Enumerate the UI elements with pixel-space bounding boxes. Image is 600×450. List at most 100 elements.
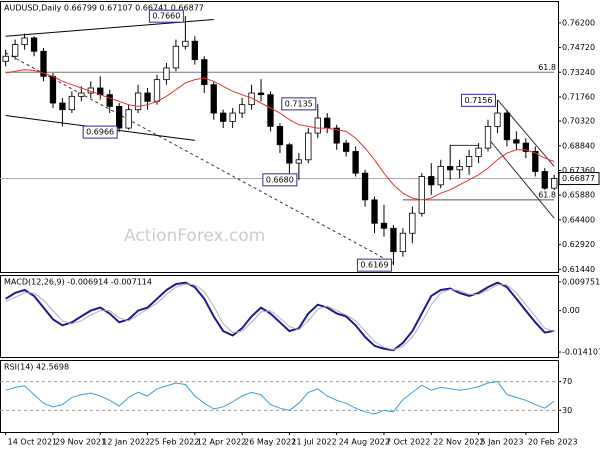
- y-tick-label: 0.76200: [562, 18, 595, 27]
- y-tick-label: 70: [562, 377, 572, 386]
- x-tick-label: 25 Feb 2022: [150, 438, 200, 447]
- candle-body: [229, 112, 236, 122]
- annotation-label: 0.7135: [285, 99, 313, 108]
- y-tick-label: 0.64400: [562, 215, 595, 224]
- annotation-label: 0.6169: [360, 261, 388, 270]
- x-tick-label: 11 Jul 2022: [291, 438, 336, 447]
- y-tick-label: 0.62920: [562, 240, 595, 249]
- candle-body: [380, 222, 388, 229]
- y-tick-label: 0.68840: [562, 141, 595, 150]
- candle-body: [68, 95, 76, 111]
- candle-body: [428, 176, 435, 186]
- candle-body: [409, 212, 416, 234]
- y-tick-label: 0.71760: [562, 93, 595, 102]
- moving-average: [5, 69, 555, 201]
- candle-body: [49, 75, 57, 104]
- panel-title: AUDUSD,Daily 0.66799 0.67107 0.66741 0.6…: [4, 4, 204, 13]
- candle-body: [201, 59, 208, 86]
- candle-body: [418, 176, 425, 214]
- panel-title: MACD(12,26,9) -0.006914 -0.007114: [4, 278, 152, 287]
- candle-body: [399, 232, 407, 253]
- panel-frame: [0, 275, 559, 358]
- candle-body: [352, 151, 359, 174]
- candle-body: [361, 172, 369, 201]
- candle-body: [21, 37, 28, 45]
- annotation-box: [148, 9, 184, 23]
- candle-body: [465, 156, 473, 167]
- y-tick-label: 0.74720: [562, 43, 595, 52]
- x-tick-label: 14 Oct 2021: [8, 438, 57, 447]
- x-tick-label: 26 May 2022: [244, 438, 296, 447]
- candle-body: [125, 109, 132, 129]
- candle-body: [220, 112, 227, 122]
- x-tick-label: 22 Nov 2022: [433, 438, 484, 447]
- annotation-box: [460, 93, 496, 107]
- y-tick-label: -0.014107: [562, 348, 600, 357]
- level-label: 61.8: [538, 190, 556, 199]
- candle-body: [437, 166, 444, 186]
- watermark: ActionForex.com: [124, 226, 265, 246]
- y-tick-label: 0.009751: [562, 277, 600, 286]
- candle-body: [2, 55, 9, 62]
- candle-body: [30, 37, 38, 52]
- candle-body: [116, 105, 123, 129]
- annotation-label: 0.6966: [86, 128, 114, 137]
- candle-body: [314, 117, 321, 134]
- annotation-label: 0.7156: [464, 96, 492, 105]
- annotation-box: [262, 173, 298, 187]
- candle-body: [484, 125, 492, 149]
- candle-body: [163, 67, 170, 81]
- candle-body: [551, 178, 558, 189]
- candle-body: [456, 166, 463, 171]
- indicator-line: [5, 281, 555, 352]
- candle-body: [191, 40, 198, 61]
- y-tick-label: 30: [562, 406, 572, 415]
- y-tick-label: 0.67360: [562, 166, 595, 175]
- candle-body: [134, 92, 142, 111]
- annotation-label: 0.7660: [152, 12, 180, 21]
- x-tick-label: 29 Nov 2021: [55, 438, 106, 447]
- candle-body: [390, 227, 397, 253]
- trendline: [487, 137, 555, 219]
- panel-frame: [0, 1, 559, 273]
- candle-body: [182, 40, 189, 47]
- annotation-box: [281, 97, 317, 111]
- candle-body: [276, 125, 284, 146]
- candle-body: [106, 94, 113, 107]
- bid-box: [558, 172, 600, 186]
- candle-body: [172, 45, 180, 69]
- candle-body: [475, 147, 482, 157]
- candle-body: [257, 92, 265, 96]
- annotation-box: [356, 258, 392, 272]
- candle-body: [78, 92, 85, 97]
- annotation-label: 0.6680: [266, 175, 294, 184]
- candle-body: [248, 92, 255, 106]
- indicator-line: [5, 283, 555, 351]
- trendline: [5, 52, 394, 264]
- candle-body: [210, 84, 217, 114]
- candle-body: [153, 79, 161, 102]
- x-tick-label: 12 Jan 2022: [102, 438, 150, 447]
- candle-body: [286, 144, 293, 164]
- candle-body: [11, 44, 19, 57]
- candle-body: [447, 166, 454, 171]
- candle-body: [238, 104, 246, 114]
- bid-label: 0.66877: [562, 174, 595, 183]
- candle-body: [541, 171, 548, 189]
- candle-body: [40, 50, 47, 77]
- indicator-line: [5, 381, 555, 415]
- y-tick-label: 0.61440: [562, 265, 595, 274]
- candle-body: [295, 159, 303, 164]
- y-tick-label: 0.73240: [562, 68, 595, 77]
- candle-body: [333, 127, 340, 144]
- candle-body: [324, 117, 331, 129]
- candle-body: [503, 112, 511, 141]
- candle-body: [371, 199, 378, 224]
- x-tick-label: 7 Oct 2022: [386, 438, 430, 447]
- panel-frame: [0, 360, 559, 433]
- candle-body: [144, 92, 151, 102]
- x-tick-label: 20 Feb 2023: [528, 438, 578, 447]
- panel-title: RSI(14) 42.5698: [4, 363, 69, 372]
- candle-body: [513, 139, 520, 144]
